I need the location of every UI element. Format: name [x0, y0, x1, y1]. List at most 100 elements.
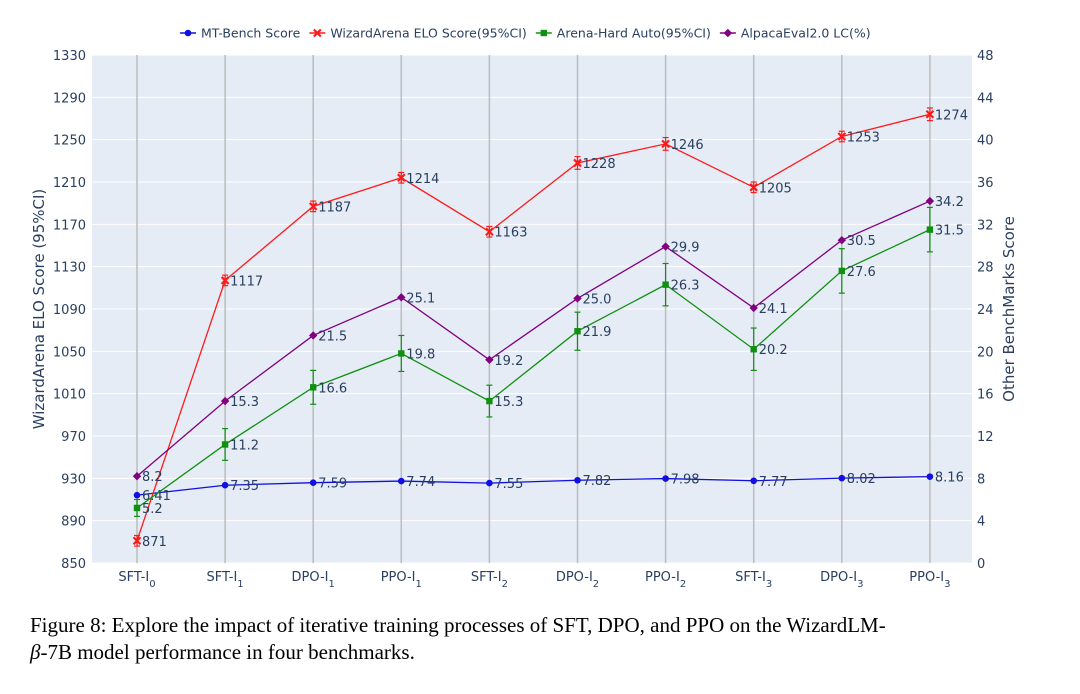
- wizardarena-elo-point: [925, 109, 935, 119]
- wizardarena-elo-data-label: 1253: [847, 130, 880, 145]
- wizardarena-elo-data-label: 1163: [494, 226, 527, 241]
- alpacaeval-point: [749, 303, 758, 313]
- wizardarena-elo-point: [308, 202, 318, 211]
- arena-hard-point: [838, 267, 845, 275]
- mt-bench-data-label: 7.55: [494, 477, 523, 492]
- mt-bench-data-label: 7.35: [230, 479, 259, 494]
- legend-mt-bench: MT-Bench Score: [180, 26, 301, 41]
- arena-hard-data-label: 11.2: [230, 438, 259, 453]
- alpacaeval-data-label: 29.9: [671, 241, 700, 256]
- series-alpacaeval: 8.2 15.3 21.5 25.1 19.2 25.0 29.9 24.1 30.5 34.2: [132, 195, 964, 485]
- arena-hard-data-label: 16.6: [318, 381, 347, 396]
- legend-label: MT-Bench Score: [201, 26, 301, 41]
- alpacaeval-data-label: 19.2: [494, 354, 523, 369]
- arena-hard-data-label: 20.2: [759, 343, 788, 358]
- alpacaeval-point: [661, 242, 670, 251]
- wizardarena-elo-point: [220, 276, 230, 285]
- arena-hard-data-label: 19.8: [406, 347, 435, 362]
- arena-hard-data-label: 5.2: [142, 502, 163, 517]
- x-marker-stroke: [397, 173, 406, 183]
- mt-bench-point: [398, 477, 405, 485]
- mt-bench-data-label: 7.98: [671, 473, 700, 488]
- caption-line-2: β-7B model performance in four benchmark…: [30, 639, 1070, 666]
- y-left-tick-label: 1250: [53, 134, 86, 149]
- wizardarena-elo-point: [661, 139, 670, 149]
- arena-hard-point: [398, 350, 405, 357]
- y-right-tick-label: 24: [977, 303, 994, 318]
- mt-bench-data-label: 6.41: [142, 489, 171, 504]
- y-right-tick-label: 0: [977, 557, 985, 572]
- y-left-tick-label: 890: [61, 515, 86, 530]
- caption-beta-symbol: β: [30, 640, 41, 664]
- y-left-tick-label: 970: [61, 430, 86, 445]
- y-right-tick-label: 28: [977, 261, 994, 276]
- x-marker-stroke: [220, 276, 230, 285]
- alpacaeval-data-label: 24.1: [759, 302, 788, 317]
- y-left-tick-label: 1050: [53, 345, 86, 360]
- alpacaeval-point: [925, 196, 935, 206]
- x-marker-stroke: [308, 202, 318, 211]
- alpacaeval-data-label: 21.5: [318, 329, 347, 344]
- mt-bench-point: [309, 479, 317, 486]
- y-right-tick-label: 40: [977, 134, 994, 149]
- y-right-tick-label: 16: [977, 388, 994, 403]
- mt-bench-point: [926, 473, 934, 480]
- alpacaeval-data-label: 25.0: [583, 292, 612, 307]
- mt-bench-point: [133, 491, 141, 499]
- mt-bench-line: [136, 475, 930, 496]
- line-chart: 850 890 930 970 1010 1050 1090 1130 1170 1210 1250…: [30, 26, 1018, 590]
- mt-bench-point: [486, 479, 493, 487]
- arena-hard-point: [133, 504, 141, 512]
- alpacaeval-data-label: 15.3: [230, 395, 259, 410]
- mt-bench-data-label: 7.74: [406, 475, 435, 490]
- y-left-tick-label: 1330: [53, 49, 86, 64]
- wizardarena-elo-data-label: 1214: [406, 172, 439, 187]
- wizardarena-elo-point: [132, 536, 142, 546]
- arena-hard-point: [750, 346, 757, 353]
- alpacaeval-point: [397, 293, 406, 302]
- y-left-tick-label: 1210: [53, 176, 86, 191]
- x-tick-label: SFT-I2: [471, 570, 508, 590]
- legend-marker: [723, 28, 733, 38]
- figure-caption: Figure 8: Explore the impact of iterativ…: [30, 612, 1070, 666]
- x-tick-label: SFT-I0: [118, 570, 155, 590]
- legend-label: AlpacaEval2.0 LC(%): [741, 26, 871, 41]
- wizardarena-elo-line: [136, 113, 931, 541]
- x-marker-stroke: [837, 132, 847, 141]
- legend-marker: [540, 29, 547, 37]
- legend-arena-hard: Arena-Hard Auto(95%CI): [535, 26, 711, 41]
- alpacaeval-data-label: 34.2: [935, 195, 964, 210]
- alpacaeval-point: [485, 355, 494, 364]
- alpacaeval-line: [136, 200, 931, 477]
- legend: MT-Bench Score WizardArena ELO Score(95%C…: [180, 26, 871, 41]
- x-tick-label: DPO-I3: [820, 570, 863, 590]
- y-left-tick-label: 1170: [53, 218, 86, 233]
- x-axis-ticks: SFT-I0 SFT-I1 DPO-I1 PPO-I1 SFT-I2 DPO-I2 PPO-…: [118, 570, 950, 590]
- wizardarena-elo-data-label: 1117: [230, 274, 263, 289]
- mt-bench-point: [221, 481, 229, 489]
- arena-hard-data-label: 21.9: [583, 325, 612, 340]
- y-right-tick-label: 36: [977, 176, 994, 191]
- x-tick-label: SFT-I1: [207, 570, 244, 590]
- x-marker-stroke: [485, 227, 494, 237]
- y-right-tick-label: 20: [977, 345, 994, 360]
- x-marker-stroke: [132, 536, 142, 546]
- x-tick-label: PPO-I2: [645, 570, 686, 590]
- x-marker-stroke: [661, 139, 670, 149]
- mt-bench-data-label: 7.77: [759, 475, 788, 490]
- wizardarena-elo-data-label: 1274: [935, 108, 968, 123]
- wizardarena-elo-point: [749, 183, 758, 192]
- x-marker-stroke: [925, 109, 935, 119]
- y-left-tick-label: 1090: [53, 303, 86, 318]
- series-layer: 6.41 7.35 7.59 7.74 7.55 7.82 7.98 7.77 8.02 8.16…: [132, 107, 968, 550]
- arena-hard-data-label: 27.6: [847, 265, 876, 280]
- y-right-tick-label: 44: [977, 91, 994, 106]
- y-left-tick-label: 930: [61, 472, 86, 487]
- x-marker-stroke: [313, 28, 322, 38]
- arena-hard-point: [486, 397, 493, 405]
- series-mt-bench: 6.41 7.35 7.59 7.74 7.55 7.82 7.98 7.77 8.02 8.16: [133, 471, 964, 504]
- y-right-tick-label: 48: [977, 49, 994, 64]
- arena-hard-point: [221, 441, 229, 448]
- y-axis-left-title: WizardArena ELO Score (95%CI): [30, 189, 48, 430]
- x-tick-label: PPO-I3: [909, 570, 950, 590]
